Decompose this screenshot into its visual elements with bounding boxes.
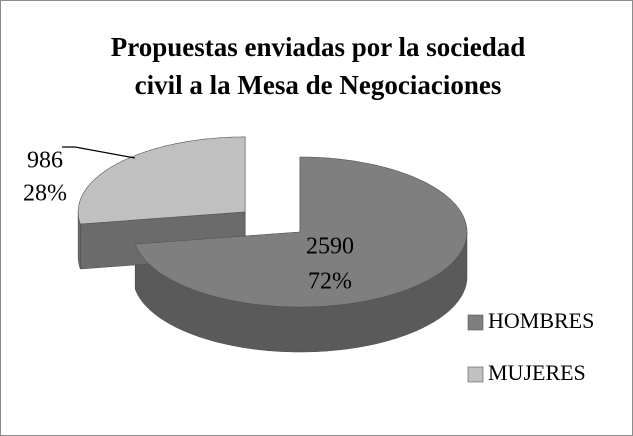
chart-title: Propuestas enviadas por la sociedad [111, 32, 526, 62]
legend-swatch [467, 366, 484, 383]
data-label: 986 [27, 148, 63, 174]
legend-label: HOMBRES [488, 308, 594, 333]
data-label: 28% [23, 181, 67, 207]
legend-label: MUJERES [488, 360, 586, 385]
chart-title: civil a la Mesa de Negociaciones [135, 70, 502, 100]
data-label: 2590 [306, 234, 354, 260]
legend-swatch [467, 314, 484, 331]
data-label: 72% [308, 269, 352, 295]
leader-line [62, 146, 136, 159]
slice [134, 156, 468, 308]
slice [77, 136, 246, 225]
